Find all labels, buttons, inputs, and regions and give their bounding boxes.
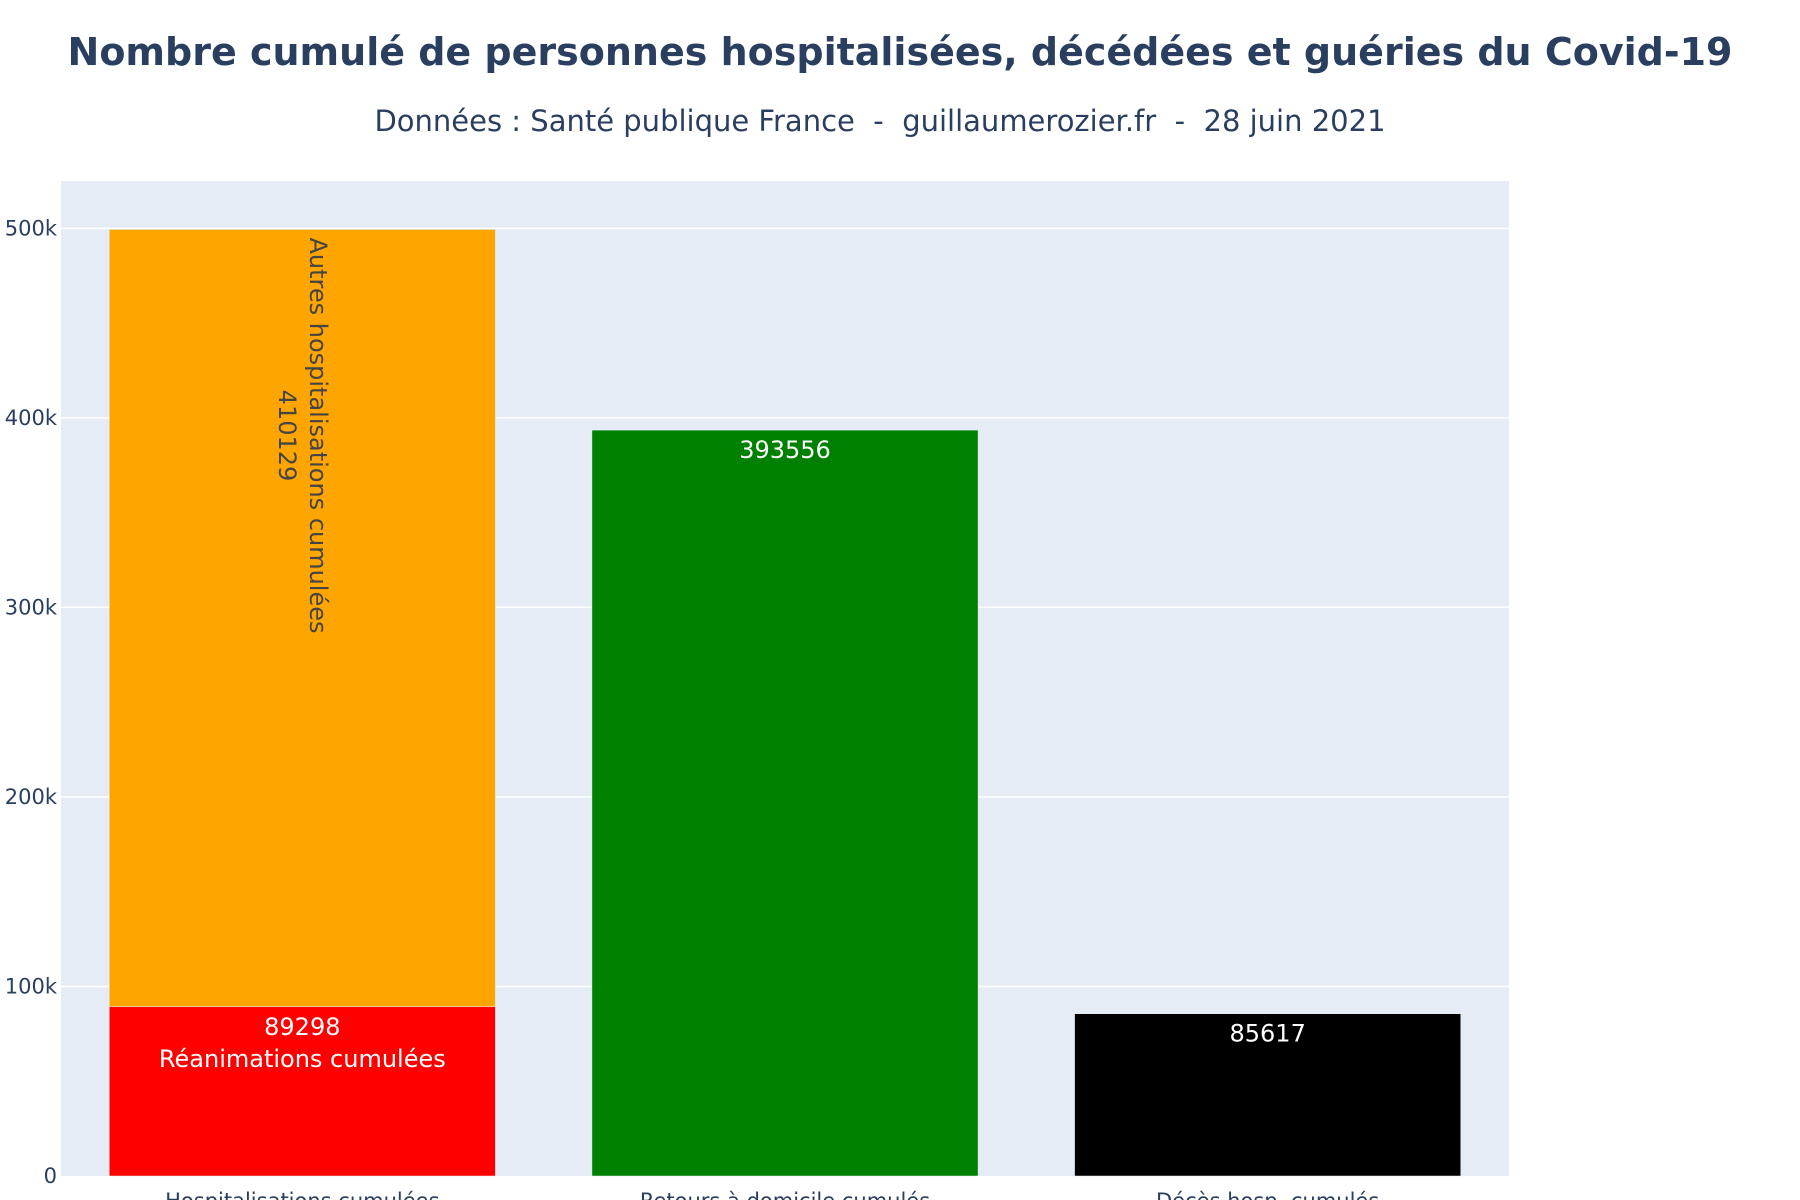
chart-subtitle: Données : Santé publique France - guilla… bbox=[374, 104, 1386, 138]
bar bbox=[109, 1006, 496, 1177]
bar bbox=[1074, 1013, 1461, 1177]
y-tick-label: 100k bbox=[5, 974, 58, 998]
x-tick-label: Retours à domicile cumulés bbox=[640, 1189, 930, 1200]
x-tick-label: Décès hosp. cumulés bbox=[1156, 1189, 1379, 1200]
bar-value-label: Autres hospitalisations cumulées bbox=[304, 237, 332, 633]
y-tick-label: 200k bbox=[5, 785, 58, 809]
chart-title: Nombre cumulé de personnes hospitalisées… bbox=[67, 30, 1733, 74]
bars bbox=[109, 229, 1461, 1177]
bar-value-label: 85617 bbox=[1229, 1020, 1305, 1048]
y-tick-label: 300k bbox=[5, 595, 58, 619]
y-axis-ticks: 0 100k 200k 300k 400k 500k bbox=[5, 216, 58, 1188]
bar-value-label: Réanimations cumulées bbox=[159, 1045, 446, 1073]
bar-labels: 89298 Réanimations cumulées 410129 Autres h… bbox=[159, 237, 1306, 1072]
bar-value-label: 393556 bbox=[739, 436, 831, 464]
bar-label-group: 410129 Autres hospitalisations cumulées bbox=[273, 237, 332, 633]
bar bbox=[109, 229, 496, 1008]
y-tick-label: 500k bbox=[5, 216, 58, 240]
bar-value-label: 89298 bbox=[264, 1013, 340, 1041]
bar bbox=[591, 429, 979, 1177]
x-tick-label: Hospitalisations cumulées bbox=[165, 1189, 439, 1200]
y-tick-label: 400k bbox=[5, 406, 58, 430]
bar-value-label: 410129 bbox=[273, 390, 301, 482]
x-axis-ticks: Hospitalisations cumulées Retours à domic… bbox=[165, 1189, 1379, 1200]
y-tick-label: 0 bbox=[44, 1164, 57, 1188]
